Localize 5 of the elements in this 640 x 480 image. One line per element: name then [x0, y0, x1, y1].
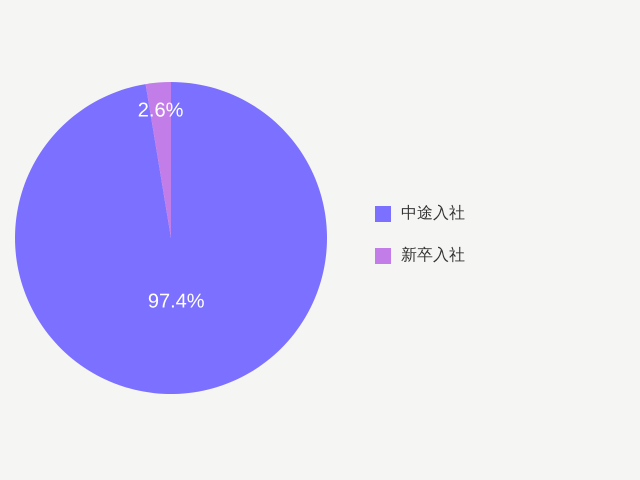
- data-label: 2.6%: [138, 100, 184, 122]
- legend-label: 中途入社: [401, 204, 465, 224]
- pie-slice: [15, 82, 327, 394]
- data-label: 97.4%: [148, 290, 205, 313]
- legend-label: 新卒入社: [401, 246, 465, 266]
